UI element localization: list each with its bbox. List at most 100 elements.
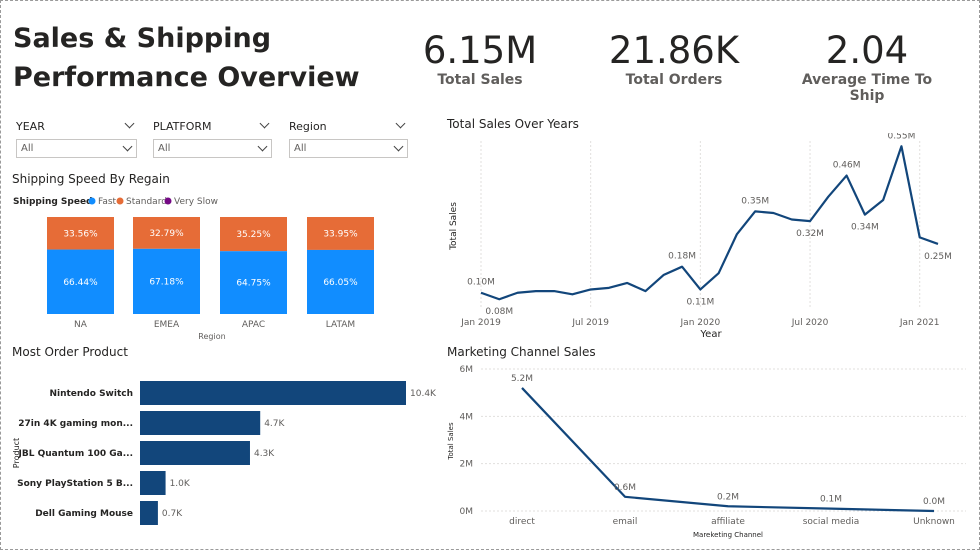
kpi-value: 6.15M (422, 29, 538, 72)
x-tick-label: direct (509, 517, 535, 527)
most-order-product-chart: Product Nintendo Switch 10.4K 27in 4K gamin… (12, 381, 437, 525)
slicer-value: All (294, 143, 307, 154)
bar (140, 381, 406, 405)
x-tick-label: NA (74, 320, 88, 330)
marketing-channel-chart-title: Marketing Channel Sales (447, 345, 596, 359)
slicer-value: All (21, 143, 34, 154)
y-tick-label: 2M (460, 460, 474, 470)
bar (140, 471, 166, 495)
slicer-dropdown[interactable]: All (153, 139, 272, 158)
y-tick-label: JBL Quantum 100 Ga... (18, 449, 133, 459)
data-label: 0.6M (614, 483, 636, 493)
y-axis-title: Total Sales (447, 422, 455, 461)
chevron-down-icon[interactable] (122, 141, 133, 152)
chevron-down-icon[interactable] (259, 118, 270, 129)
data-label: 66.05% (323, 278, 358, 288)
x-tick-label: Unknown (913, 517, 955, 527)
data-label: 0.25M (924, 252, 952, 262)
x-tick-label: Jan 2021 (899, 318, 940, 328)
legend-label: Standard (126, 197, 167, 207)
x-axis-title: Mareketing Channel (693, 531, 763, 539)
y-tick-label: Dell Gaming Mouse (35, 509, 133, 519)
kpi-label: Total Orders (625, 72, 723, 88)
data-label: 0.46M (833, 161, 861, 171)
data-label: 66.44% (63, 278, 98, 288)
y-tick-label: Sony PlayStation 5 B... (17, 479, 133, 489)
slicer-dropdown[interactable]: All (289, 139, 408, 158)
slicer-dropdown[interactable]: All (16, 139, 137, 158)
data-label: 0.18M (668, 252, 696, 262)
data-label: 0.34M (851, 223, 879, 233)
series-line-total-sales (521, 387, 935, 513)
data-label: 64.75% (236, 279, 271, 289)
legend-title: Shipping Speed (13, 197, 93, 207)
chevron-down-icon[interactable] (395, 118, 406, 129)
bar (140, 441, 250, 465)
chevron-down-icon[interactable] (393, 141, 404, 152)
data-label: 4.3K (254, 449, 275, 459)
bar (140, 411, 261, 435)
slicer-title: YEAR (16, 120, 45, 133)
chevron-down-icon[interactable] (257, 141, 268, 152)
x-tick-label: affiliate (711, 517, 745, 527)
kpi-label: Total Sales (437, 72, 523, 88)
x-tick-label: Jan 2019 (460, 318, 501, 328)
slicer-platform[interactable]: PLATFORM All (153, 117, 272, 158)
slicer-year[interactable]: YEAR All (16, 117, 137, 158)
bar-segment-fast (133, 248, 200, 314)
kpi-card-average-time-to-ship: 2.04 Average Time To Ship (784, 29, 950, 104)
x-tick-label: email (613, 517, 638, 527)
data-label: 0.7K (162, 509, 183, 519)
y-axis-title: Product (12, 438, 21, 468)
slicer-header[interactable]: YEAR (16, 117, 137, 139)
kpi-card-total-orders: 21.86K Total Orders (598, 29, 750, 88)
y-tick-label: 6M (460, 365, 474, 375)
bar-segment-fast (47, 249, 114, 314)
kpi-label: Average Time To Ship (801, 72, 933, 104)
data-label: 1.0K (170, 479, 191, 489)
sales-over-years-chart-title: Total Sales Over Years (447, 117, 579, 131)
data-label: 0.08M (485, 307, 513, 317)
page-title-line-2: Performance Overview (13, 62, 360, 93)
series-line-total-sales (480, 145, 939, 301)
most-order-product-chart-title: Most Order Product (12, 345, 128, 359)
kpi-value: 2.04 (825, 29, 909, 72)
y-tick-label: 27in 4K gaming mon... (18, 419, 133, 429)
legend-label: Very Slow (174, 197, 218, 207)
page-title: Sales & Shipping Performance Overview (13, 19, 393, 97)
data-label: 10.4K (410, 389, 437, 399)
legend-marker (88, 197, 96, 205)
marketing-channel-chart: 0M 2M 4M 6M Total Sales direct 5.2M email 0.6M af… (447, 365, 966, 539)
y-axis-title: Total Sales (449, 202, 459, 251)
data-label: 0.32M (796, 229, 824, 239)
legend-marker (164, 197, 172, 205)
bar-segment-standard (220, 217, 287, 252)
x-axis-title: Year (699, 329, 722, 340)
slicer-header[interactable]: Region (289, 117, 408, 139)
bar-segment-standard (47, 217, 114, 250)
data-label: 33.95% (323, 229, 358, 239)
data-label: 35.25% (236, 230, 271, 240)
x-tick-label: Jul 2019 (571, 318, 609, 328)
kpi-value: 21.86K (608, 29, 740, 72)
shipping-speed-chart: Shipping Speed Fast Standard Very Slow 33.56… (13, 197, 374, 341)
data-label: 0.0M (923, 497, 945, 507)
x-tick-label: EMEA (154, 320, 180, 330)
data-label: 0.55M (888, 133, 916, 141)
legend-label: Fast (98, 197, 117, 207)
slicer-region[interactable]: Region All (289, 117, 408, 158)
bar (140, 501, 158, 525)
x-tick-label: APAC (242, 320, 265, 330)
data-label: 4.7K (264, 419, 285, 429)
chevron-down-icon[interactable] (124, 118, 135, 129)
data-label: 33.56% (63, 229, 98, 239)
y-tick-label: Nintendo Switch (49, 389, 133, 399)
bar-segment-standard (133, 217, 200, 249)
bar-segment-fast (220, 251, 287, 314)
x-tick-label: LATAM (326, 320, 355, 330)
data-label: 0.1M (820, 495, 842, 505)
x-tick-label: Jan 2020 (680, 318, 721, 328)
page-title-line-1: Sales & Shipping (13, 23, 272, 54)
slicer-header[interactable]: PLATFORM (153, 117, 272, 139)
